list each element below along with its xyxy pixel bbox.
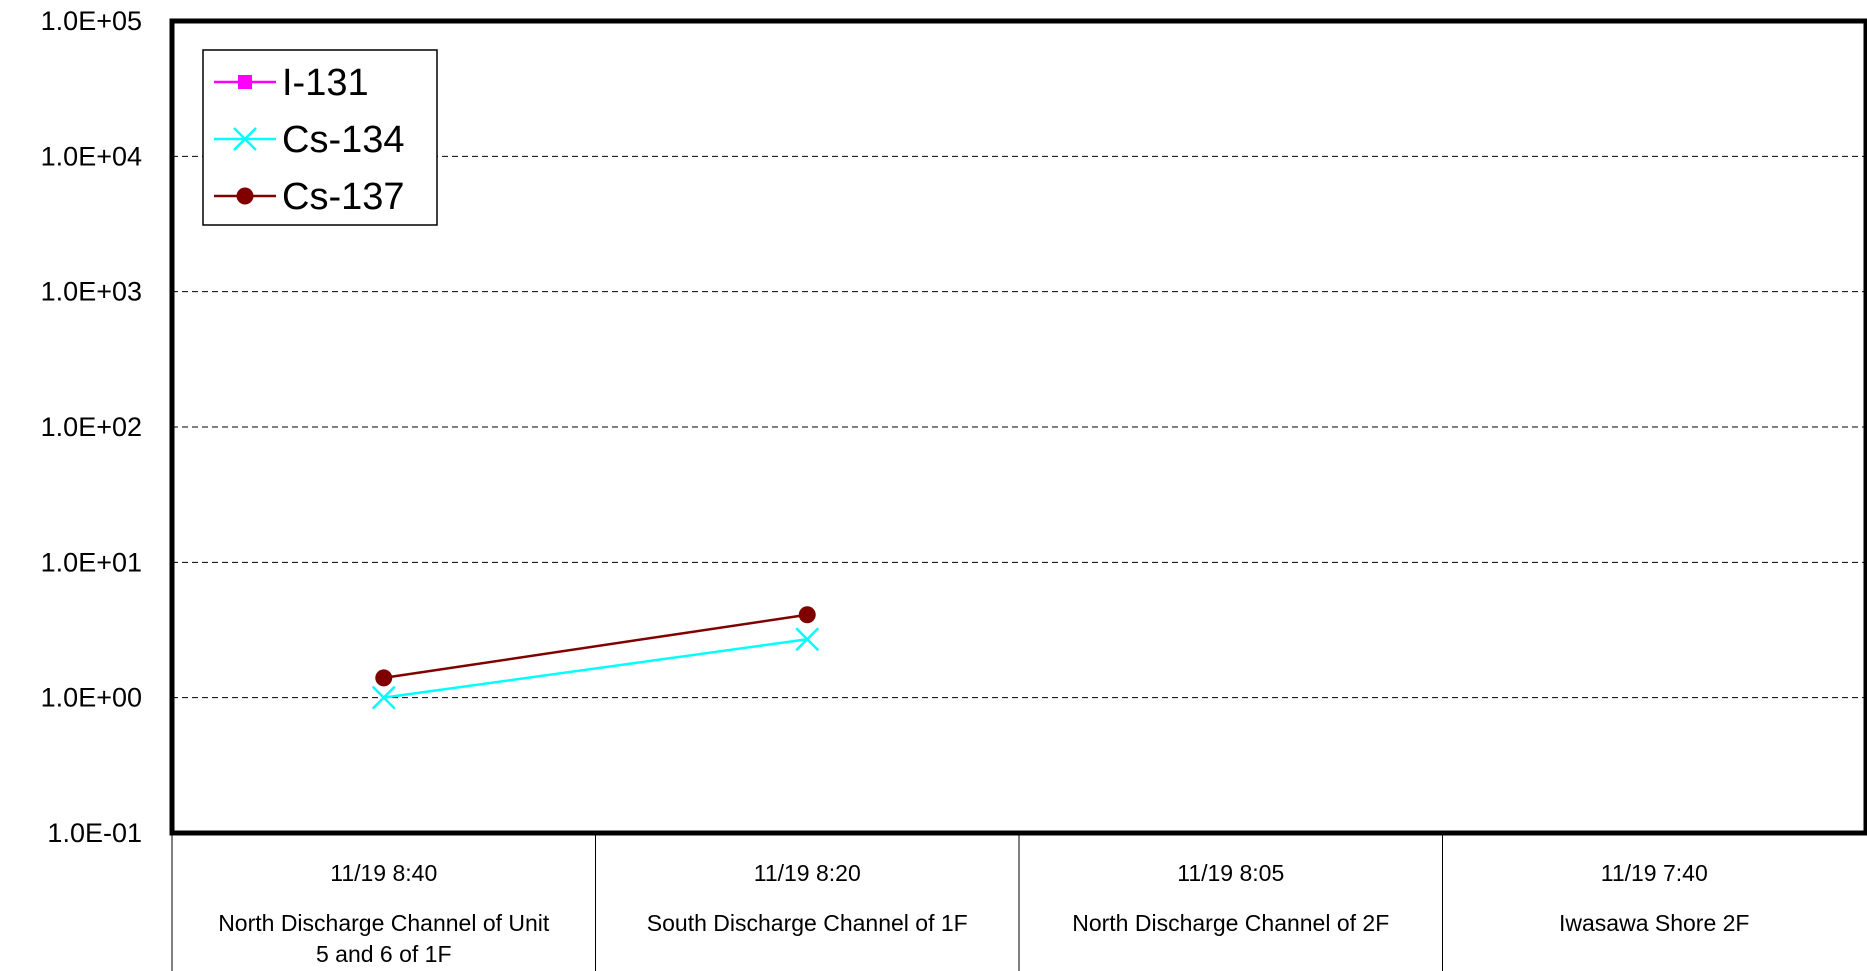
- y-tick-label: 1.0E+02: [41, 412, 142, 442]
- series-cs-137: [375, 606, 816, 687]
- data-point-circle: [798, 606, 816, 624]
- x-category-time: 11/19 8:40: [330, 860, 437, 886]
- legend-label: Cs-134: [282, 119, 405, 161]
- plot-frame: [169, 18, 1867, 836]
- data-point-x: [371, 685, 396, 710]
- x-category-location: Iwasawa Shore 2F: [1559, 910, 1749, 936]
- data-point-x: [233, 127, 257, 151]
- x-category-location: North Discharge Channel of 2F: [1072, 910, 1389, 936]
- grid-lines: [172, 155, 1866, 699]
- y-tick-label: 1.0E+03: [41, 277, 142, 307]
- data-point-circle: [236, 187, 254, 205]
- x-category-location: 5 and 6 of 1F: [316, 941, 452, 967]
- x-category-time: 11/19 8:05: [1177, 860, 1284, 886]
- data-point-square: [238, 75, 252, 89]
- data-point-circle: [375, 669, 393, 687]
- x-axis-categories: 11/19 8:40 North Discharge Channel of Uni…: [171, 833, 1749, 971]
- data-point-x: [795, 627, 820, 652]
- y-tick-label: 1.0E+04: [41, 141, 142, 171]
- x-category-time: 11/19 7:40: [1601, 860, 1708, 886]
- series-layer: [371, 606, 820, 710]
- x-category-location: South Discharge Channel of 1F: [647, 910, 968, 936]
- x-category-time: 11/19 8:20: [754, 860, 861, 886]
- x-category-location: North Discharge Channel of Unit: [218, 910, 550, 936]
- legend-item: Cs-137: [214, 176, 405, 218]
- legend-label: Cs-137: [282, 176, 405, 218]
- series-line: [383, 613, 808, 680]
- series-line: [383, 638, 808, 699]
- legend: I-131 Cs-134 Cs-137: [202, 49, 438, 226]
- y-tick-label: 1.0E+01: [41, 547, 142, 577]
- y-tick-label: 1.0E+00: [41, 683, 142, 713]
- y-axis-ticks: 1.0E-01 1.0E+00 1.0E+01 1.0E+02 1.0E+03 1.0E+…: [41, 6, 142, 848]
- legend-item: Cs-134: [214, 119, 405, 161]
- y-tick-label: 1.0E+05: [41, 6, 142, 36]
- legend-item: I-131: [214, 62, 369, 104]
- series-cs-134: [371, 627, 820, 710]
- y-tick-label: 1.0E-01: [47, 818, 142, 848]
- legend-label: I-131: [282, 62, 369, 104]
